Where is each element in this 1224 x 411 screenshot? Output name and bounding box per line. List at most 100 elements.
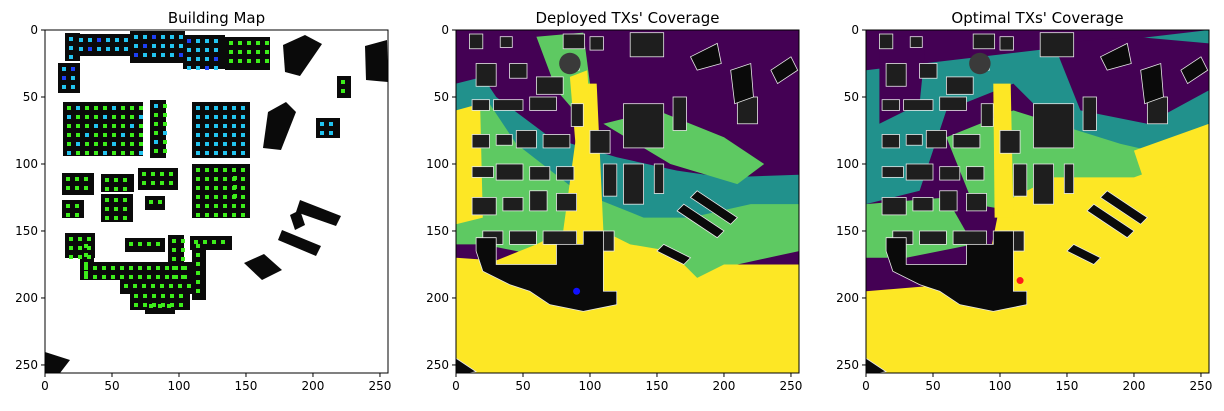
access-point bbox=[169, 181, 173, 185]
access-point bbox=[232, 115, 236, 119]
access-point bbox=[129, 242, 133, 246]
access-point bbox=[111, 266, 115, 270]
building bbox=[999, 36, 1014, 51]
x-tick-label: 100 bbox=[989, 379, 1012, 393]
access-point bbox=[130, 106, 134, 110]
building bbox=[1039, 32, 1075, 58]
access-point bbox=[196, 48, 200, 52]
building bbox=[885, 63, 907, 87]
access-point bbox=[62, 85, 66, 89]
y-tick-label: 150 bbox=[426, 224, 449, 238]
access-point bbox=[241, 168, 245, 172]
access-point bbox=[196, 106, 200, 110]
access-point bbox=[138, 242, 142, 246]
access-point bbox=[187, 66, 191, 70]
access-point bbox=[203, 240, 207, 244]
access-point bbox=[196, 168, 200, 172]
access-point bbox=[66, 213, 70, 217]
access-point bbox=[174, 275, 178, 279]
access-point bbox=[161, 303, 165, 307]
building bbox=[881, 99, 900, 111]
access-point bbox=[205, 177, 209, 181]
access-point bbox=[102, 275, 106, 279]
x-tick-label: 200 bbox=[302, 379, 325, 393]
access-point bbox=[174, 266, 178, 270]
access-point bbox=[87, 237, 91, 241]
access-point bbox=[130, 142, 134, 146]
access-point bbox=[214, 39, 218, 43]
access-point bbox=[112, 142, 116, 146]
access-point bbox=[69, 55, 73, 59]
building bbox=[945, 76, 974, 95]
x-tick-label: 0 bbox=[452, 379, 460, 393]
access-point bbox=[67, 133, 71, 137]
building bbox=[1099, 190, 1148, 225]
access-point bbox=[183, 275, 187, 279]
access-point bbox=[149, 304, 153, 308]
access-point bbox=[214, 66, 218, 70]
access-point bbox=[121, 142, 125, 146]
access-point bbox=[196, 142, 200, 146]
access-point bbox=[179, 53, 183, 57]
access-point bbox=[84, 271, 88, 275]
access-point bbox=[75, 177, 79, 181]
access-point bbox=[205, 195, 209, 199]
access-point bbox=[214, 177, 218, 181]
access-point bbox=[152, 44, 156, 48]
x-tick-label: 0 bbox=[41, 379, 49, 393]
access-point bbox=[187, 57, 191, 61]
access-point bbox=[130, 124, 134, 128]
building bbox=[559, 52, 581, 75]
x-tick-label: 150 bbox=[646, 379, 669, 393]
access-point bbox=[154, 113, 158, 117]
access-point bbox=[163, 104, 167, 108]
x-tick-label: 50 bbox=[104, 379, 119, 393]
building bbox=[471, 166, 494, 178]
access-point bbox=[205, 142, 209, 146]
access-point bbox=[85, 124, 89, 128]
access-point bbox=[329, 122, 333, 126]
access-point bbox=[221, 240, 225, 244]
access-point bbox=[196, 253, 200, 257]
building bbox=[623, 163, 644, 205]
building bbox=[905, 163, 934, 181]
building bbox=[925, 130, 947, 149]
access-point bbox=[232, 213, 236, 217]
coverage-high-region bbox=[456, 83, 799, 373]
access-point bbox=[79, 47, 83, 51]
building bbox=[909, 36, 923, 48]
access-point bbox=[205, 186, 209, 190]
access-point bbox=[265, 50, 269, 54]
access-point bbox=[341, 89, 345, 93]
access-point bbox=[62, 67, 66, 71]
building bbox=[972, 33, 996, 50]
building bbox=[562, 33, 586, 50]
access-point bbox=[214, 195, 218, 199]
access-point bbox=[142, 172, 146, 176]
access-point bbox=[196, 244, 200, 248]
axes-frame bbox=[44, 29, 389, 374]
x-tick-label: 50 bbox=[515, 379, 530, 393]
access-point bbox=[223, 106, 227, 110]
access-point bbox=[114, 207, 118, 211]
access-point bbox=[69, 255, 73, 259]
access-point bbox=[134, 53, 138, 57]
access-point bbox=[134, 294, 138, 298]
building bbox=[589, 36, 604, 51]
access-point bbox=[75, 204, 79, 208]
access-point bbox=[238, 59, 242, 63]
access-point bbox=[179, 294, 183, 298]
access-point bbox=[196, 289, 200, 293]
access-point bbox=[88, 38, 92, 42]
building bbox=[556, 166, 575, 181]
access-point bbox=[69, 237, 73, 241]
access-point bbox=[232, 124, 236, 128]
access-point bbox=[196, 213, 200, 217]
access-point bbox=[75, 186, 79, 190]
access-point bbox=[76, 124, 80, 128]
access-point bbox=[223, 195, 227, 199]
y-tick-label: 200 bbox=[426, 291, 449, 305]
access-point bbox=[194, 240, 198, 244]
access-point bbox=[123, 187, 127, 191]
